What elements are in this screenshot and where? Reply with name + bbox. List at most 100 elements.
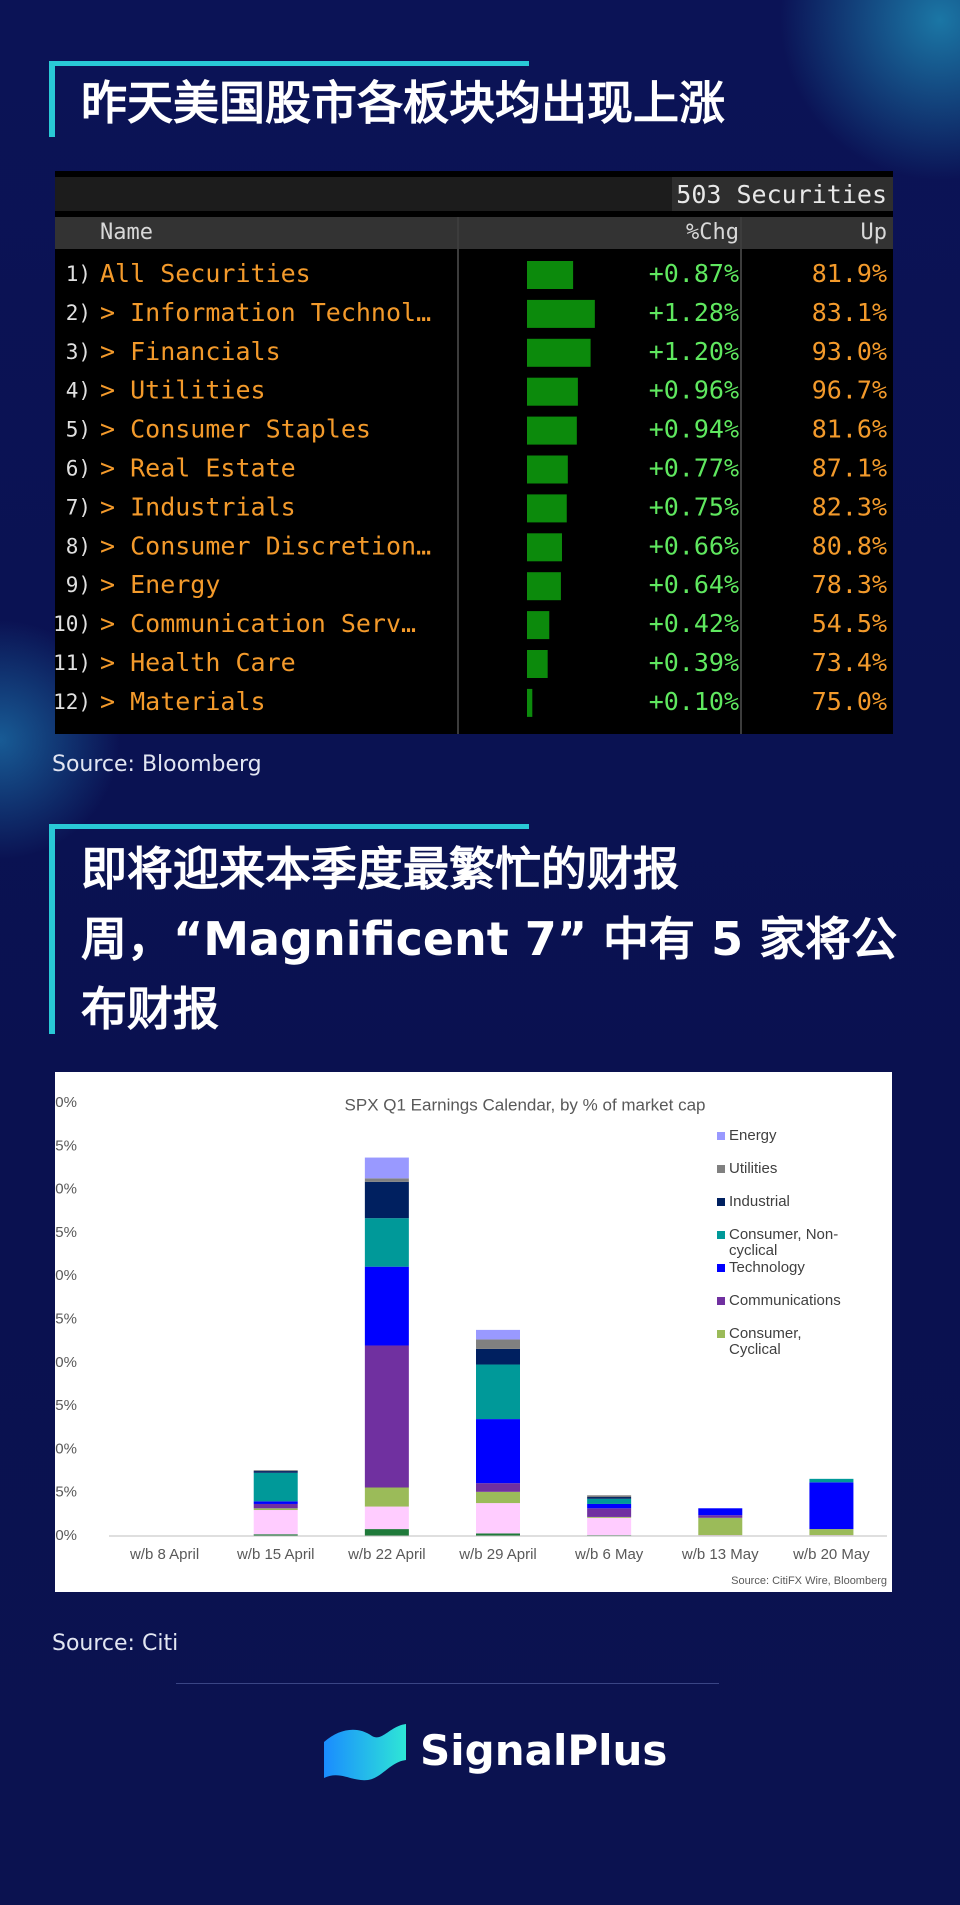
row-name: All Securities — [100, 259, 311, 288]
column-header: %Chg — [686, 220, 739, 245]
legend-label: Consumer, Non-cyclical — [729, 1226, 839, 1259]
row-name: > Consumer Discretion… — [100, 531, 431, 560]
row-name: > Industrials — [100, 492, 296, 521]
x-tick-label: w/b 13 May — [681, 1546, 759, 1563]
row-up: 75.0% — [812, 687, 887, 716]
bar-segment — [476, 1491, 520, 1504]
legend-swatch — [717, 1132, 725, 1140]
heading-line: 即将迎来本季度最繁忙的财报 — [81, 842, 679, 896]
row-up: 73.4% — [812, 648, 887, 677]
row-name: > Health Care — [100, 648, 296, 677]
legend-swatch — [717, 1231, 725, 1239]
row-up: 82.3% — [812, 492, 887, 521]
y-tick-label: 25% — [55, 1310, 77, 1327]
bar-segment — [364, 1178, 409, 1182]
accent-line — [49, 824, 529, 829]
legend-item: Communications — [717, 1293, 847, 1309]
change-bar — [527, 533, 562, 562]
legend-label: Technology — [729, 1259, 805, 1276]
source: Source: Bloomberg — [52, 752, 262, 777]
change-bar — [527, 688, 533, 717]
bar-segment — [253, 1472, 298, 1502]
bar-segment — [476, 1364, 520, 1420]
header-band — [55, 217, 893, 249]
bar-segment — [364, 1157, 409, 1179]
accent-bar — [49, 824, 55, 1034]
bar-segment — [476, 1503, 520, 1534]
row-index: 3) — [66, 340, 91, 364]
row-index: 7) — [66, 495, 91, 519]
x-tick-label: w/b 20 May — [792, 1546, 870, 1563]
bar-segment — [809, 1529, 854, 1536]
bar-segment — [364, 1218, 409, 1267]
row-index: 8) — [66, 534, 91, 558]
row-name: > Financials — [100, 337, 281, 366]
row-index: 1) — [66, 262, 91, 286]
bar-segment — [364, 1266, 409, 1346]
row-change: +0.75% — [649, 492, 739, 521]
x-tick-label: w/b 6 May — [574, 1546, 644, 1563]
y-tick-label: 45% — [55, 1137, 77, 1154]
chart-panel: SPX Q1 Earnings Calendar, by % of market… — [47, 1072, 892, 1592]
row-up: 80.8% — [812, 531, 887, 560]
x-tick-label: w/b 22 April — [347, 1546, 426, 1563]
accent-line — [49, 61, 529, 66]
row-index: 2) — [66, 301, 91, 325]
row-name: > Utilities — [100, 376, 266, 405]
change-bar — [527, 572, 561, 601]
bar-segment — [698, 1517, 743, 1536]
bar-segment — [809, 1478, 854, 1483]
row-index: 5) — [66, 418, 91, 442]
legend-item: Utilities — [717, 1161, 847, 1177]
bar-segment — [587, 1508, 632, 1517]
row-name: > Consumer Staples — [100, 415, 371, 444]
heading-line: 周，“Magnificent 7” 中有 5 家将公 — [81, 912, 898, 966]
change-bar — [527, 416, 577, 445]
heading: 即将迎来本季度最繁忙的财报 周，“Magnificent 7” 中有 5 家将公布… — [81, 834, 897, 1044]
row-change: +0.87% — [649, 259, 739, 288]
row-name: > Materials — [100, 687, 266, 716]
row-change: +0.64% — [649, 570, 739, 599]
y-tick-label: 30% — [55, 1267, 77, 1284]
row-change: +0.77% — [649, 454, 739, 483]
bar-segment — [698, 1515, 743, 1518]
heading: 昨天美国股市各板块均出现上涨 — [81, 76, 725, 130]
legend-swatch — [717, 1264, 725, 1272]
table-bg — [55, 171, 893, 734]
legend-swatch — [717, 1297, 725, 1305]
y-tick-label: 35% — [55, 1224, 77, 1241]
row-change: +1.28% — [649, 298, 739, 327]
row-name: > Energy — [100, 570, 220, 599]
bar-segment — [253, 1471, 298, 1473]
bar-segment — [587, 1495, 632, 1498]
bar-segment — [364, 1487, 409, 1507]
y-tick-label: 15% — [55, 1397, 77, 1414]
x-tick-label: w/b 8 April — [129, 1546, 199, 1563]
change-bar — [527, 261, 574, 289]
y-tick-label: 40% — [55, 1181, 77, 1198]
row-up: 81.6% — [812, 415, 887, 444]
securities-table: 503 Securities Name %Chg Up 1) All Securi… — [55, 171, 893, 734]
row-index: 12) — [55, 690, 91, 714]
row-name: > Real Estate — [100, 454, 296, 483]
legend-swatch — [717, 1198, 725, 1206]
row-up: 87.1% — [812, 454, 887, 483]
change-bar — [527, 494, 567, 523]
bar-segment — [364, 1529, 409, 1536]
row-change: +1.20% — [649, 337, 739, 366]
row-name: > Information Technol… — [100, 298, 431, 327]
row-change: +0.42% — [649, 609, 739, 638]
column-header: Name — [100, 220, 153, 245]
column-header: Up — [861, 220, 888, 245]
bar-segment — [587, 1517, 632, 1536]
title-box — [672, 177, 893, 211]
chart-title: SPX Q1 Earnings Calendar, by % of market… — [345, 1095, 706, 1114]
logo-icon — [324, 1724, 406, 1781]
bar-segment — [476, 1348, 520, 1365]
row-change: +0.39% — [649, 648, 739, 677]
row-up: 81.9% — [812, 259, 887, 288]
bar-segment — [476, 1329, 520, 1340]
bar-segment — [253, 1508, 298, 1511]
legend-item: Energy — [717, 1128, 847, 1144]
